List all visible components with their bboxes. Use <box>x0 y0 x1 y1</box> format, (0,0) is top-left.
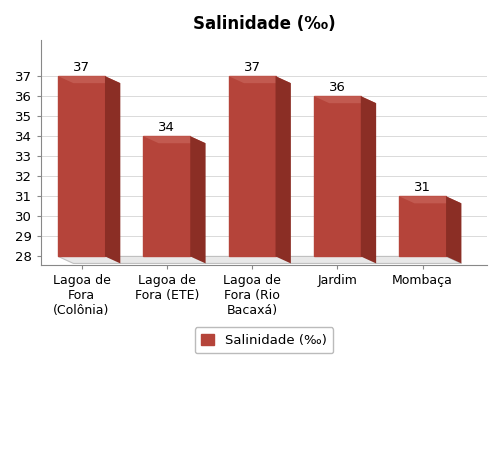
Polygon shape <box>398 196 460 203</box>
Bar <box>398 196 445 257</box>
Polygon shape <box>445 196 460 263</box>
Text: 37: 37 <box>243 61 260 74</box>
Legend: Salinidade (‰): Salinidade (‰) <box>194 327 333 353</box>
Bar <box>313 96 360 257</box>
Polygon shape <box>228 76 290 83</box>
Polygon shape <box>313 96 375 103</box>
Polygon shape <box>360 96 375 263</box>
Text: 36: 36 <box>328 81 345 94</box>
Text: 31: 31 <box>413 181 430 194</box>
Bar <box>58 76 105 257</box>
Polygon shape <box>275 76 290 263</box>
Title: Salinidade (‰): Salinidade (‰) <box>192 15 335 33</box>
Polygon shape <box>58 76 120 83</box>
Bar <box>143 136 190 257</box>
Polygon shape <box>105 76 120 263</box>
Polygon shape <box>190 136 205 263</box>
Bar <box>228 76 275 257</box>
Polygon shape <box>143 136 205 143</box>
Polygon shape <box>58 257 460 263</box>
Text: 34: 34 <box>158 121 175 134</box>
Text: 37: 37 <box>73 61 90 74</box>
